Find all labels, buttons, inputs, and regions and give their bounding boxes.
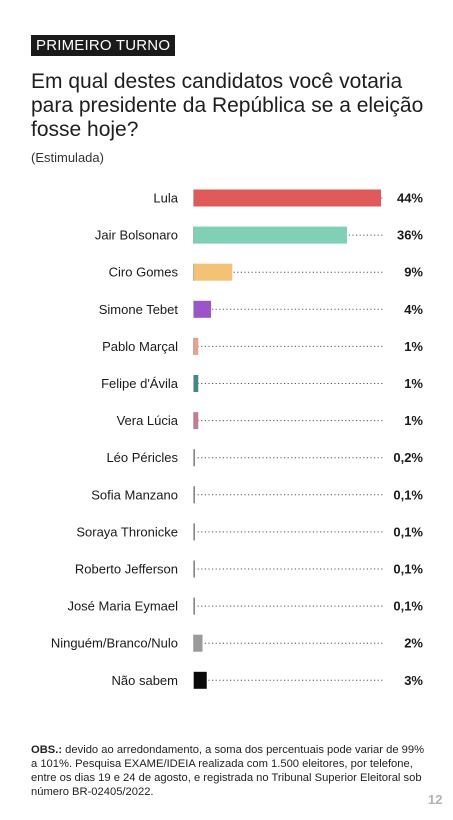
bar-soraya-thronicke bbox=[194, 523, 195, 541]
value-label-lula: 44% bbox=[397, 191, 423, 206]
page-number: 12 bbox=[428, 792, 443, 807]
category-label-vera-lucia: Vera Lúcia bbox=[117, 413, 179, 428]
bar-leo-pericles bbox=[194, 449, 195, 467]
category-label-ciro-gomes: Ciro Gomes bbox=[109, 265, 179, 280]
bar-nao-sabem bbox=[194, 671, 207, 689]
chart-title: Em qual destes candidatos você votaria p… bbox=[31, 70, 424, 141]
bar-felipe-d-avila bbox=[194, 375, 199, 392]
footnote: OBS.: devido ao arredondamento, a soma d… bbox=[31, 743, 426, 799]
value-label-soraya-thronicke: 0,1% bbox=[393, 524, 423, 539]
category-label-jair-bolsonaro: Jair Bolsonaro bbox=[95, 228, 178, 243]
category-label-lula: Lula bbox=[153, 191, 178, 206]
value-label-nao-sabem: 3% bbox=[404, 673, 423, 688]
value-label-pablo-marcal: 1% bbox=[404, 339, 423, 354]
value-label-roberto-jefferson: 0,1% bbox=[393, 562, 423, 577]
bar-simone-tebet bbox=[194, 300, 211, 318]
value-label-felipe-d-avila: 1% bbox=[404, 376, 423, 391]
category-label-jose-maria-eymael: José Maria Eymael bbox=[67, 599, 178, 614]
bar-roberto-jefferson bbox=[194, 560, 195, 578]
category-label-nao-sabem: Não sabem bbox=[112, 673, 178, 688]
bar-sofia-manzano bbox=[194, 486, 195, 504]
value-label-leo-pericles: 0,2% bbox=[393, 450, 423, 465]
value-label-simone-tebet: 4% bbox=[404, 302, 423, 317]
bar-ciro-gomes bbox=[194, 263, 233, 281]
value-label-ciro-gomes: 9% bbox=[404, 265, 423, 280]
category-label-felipe-d-avila: Felipe d'Ávila bbox=[101, 376, 179, 391]
bar-chart: Lula 44% Jair Bolsonaro 36% Ciro Gomes 9% Simo… bbox=[51, 189, 423, 689]
bar-ninguem-branco-nulo bbox=[194, 634, 203, 652]
value-label-jair-bolsonaro: 36% bbox=[397, 228, 423, 243]
category-label-roberto-jefferson: Roberto Jefferson bbox=[75, 562, 178, 577]
category-label-simone-tebet: Simone Tebet bbox=[99, 302, 179, 317]
bar-vera-lucia bbox=[194, 412, 199, 430]
chart-subtitle: (Estimulada) bbox=[31, 150, 104, 165]
category-label-sofia-manzano: Sofia Manzano bbox=[91, 487, 178, 502]
bar-jose-maria-eymael bbox=[194, 597, 195, 615]
value-label-sofia-manzano: 0,1% bbox=[393, 487, 423, 502]
footnote-label: OBS.: bbox=[31, 744, 63, 756]
bar-jair-bolsonaro bbox=[194, 226, 347, 244]
category-label-leo-pericles: Léo Péricles bbox=[106, 450, 178, 465]
value-label-vera-lucia: 1% bbox=[404, 413, 423, 428]
value-label-ninguem-branco-nulo: 2% bbox=[404, 636, 423, 651]
footnote-text: devido ao arredondamento, a soma dos per… bbox=[31, 744, 425, 798]
bar-pablo-marcal bbox=[194, 337, 199, 355]
section-tag: PRIMEIRO TURNO bbox=[31, 35, 176, 56]
value-label-jose-maria-eymael: 0,1% bbox=[393, 599, 423, 614]
category-label-ninguem-branco-nulo: Ninguém/Branco/Nulo bbox=[51, 636, 178, 651]
bar-lula bbox=[194, 189, 381, 207]
category-label-pablo-marcal: Pablo Marçal bbox=[102, 339, 178, 354]
category-label-soraya-thronicke: Soraya Thronicke bbox=[76, 524, 178, 539]
